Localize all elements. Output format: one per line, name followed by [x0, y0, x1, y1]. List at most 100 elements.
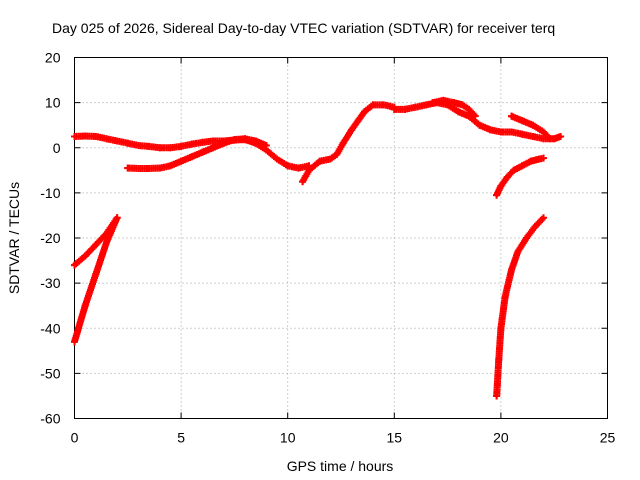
data-point	[299, 178, 307, 186]
data-point	[486, 126, 494, 134]
data-point	[198, 138, 206, 146]
data-point	[339, 139, 347, 147]
x-axis-title: GPS time / hours	[287, 458, 394, 474]
data-point	[471, 112, 479, 120]
data-point	[527, 157, 535, 165]
data-point	[305, 166, 313, 174]
data-point	[540, 214, 548, 222]
series-track-6	[508, 112, 554, 143]
data-point	[369, 101, 377, 109]
data-point	[522, 234, 530, 242]
series-track-10	[71, 214, 121, 346]
data-point	[531, 223, 539, 231]
data-point	[92, 270, 100, 278]
plot-frame	[74, 57, 608, 419]
data-point	[81, 252, 89, 260]
data-point	[540, 154, 548, 162]
data-point	[557, 132, 565, 140]
data-point	[390, 105, 398, 113]
y-tick-label: -30	[40, 275, 60, 291]
data-point	[465, 105, 473, 113]
data-point	[508, 128, 516, 136]
y-tick-label: -10	[40, 185, 60, 201]
data-point	[497, 324, 505, 332]
data-point	[92, 132, 100, 140]
data-point	[316, 157, 324, 165]
data-point	[134, 141, 142, 149]
data-point	[497, 182, 505, 190]
data-point	[529, 121, 537, 129]
data-point	[102, 239, 110, 247]
series-track-4	[390, 99, 565, 143]
data-point	[422, 101, 430, 109]
data-point	[294, 164, 302, 172]
data-point	[188, 153, 196, 161]
data-point	[262, 141, 270, 149]
axis-ticks: 0 5 10 15 20 25 20 10 0 -10 -20 -30 -40 -50 -60	[40, 50, 615, 446]
data-point	[495, 356, 503, 364]
x-tick-label: 10	[280, 430, 296, 446]
data-point	[540, 128, 548, 136]
data-point	[284, 162, 292, 170]
data-point	[113, 137, 121, 145]
data-point	[501, 293, 509, 301]
data-point	[348, 126, 356, 134]
y-tick-label: 0	[53, 140, 61, 156]
data-point	[401, 105, 409, 113]
x-tick-label: 20	[493, 430, 509, 446]
data-point	[81, 132, 89, 140]
data-point	[503, 173, 511, 181]
data-point	[188, 140, 196, 148]
grid	[74, 57, 608, 419]
data-point	[518, 162, 526, 170]
data-point	[166, 162, 174, 170]
series-track-8	[493, 214, 548, 400]
data-point	[198, 148, 206, 156]
data-point	[465, 112, 473, 120]
data-point	[459, 101, 467, 109]
data-point	[220, 139, 228, 147]
data-point	[508, 266, 516, 274]
data-point	[518, 117, 526, 125]
data-point	[354, 117, 362, 125]
data-point	[92, 241, 100, 249]
x-tick-label: 15	[387, 430, 403, 446]
y-tick-label: 10	[45, 95, 61, 111]
data-point	[510, 166, 518, 174]
series-track-5	[429, 96, 479, 120]
data-point	[102, 135, 110, 143]
data-point	[326, 155, 334, 163]
data-point	[360, 108, 368, 116]
y-axis-title: SDTVAR / TECUs	[6, 182, 22, 294]
x-tick-label: 0	[71, 430, 79, 446]
data-point	[209, 144, 217, 152]
data-point	[177, 157, 185, 165]
data-point	[177, 142, 185, 150]
data-point	[145, 142, 153, 150]
data-point	[454, 108, 462, 116]
data-point	[166, 144, 174, 152]
y-tick-label: 20	[45, 50, 61, 66]
y-tick-label: -50	[40, 365, 60, 381]
data-point	[380, 101, 388, 109]
series-track-1	[71, 132, 313, 172]
data-point	[124, 139, 132, 147]
x-tick-label: 25	[600, 430, 616, 446]
data-point	[71, 132, 78, 140]
data-point	[230, 136, 238, 144]
data-point	[71, 338, 78, 346]
data-point	[252, 137, 260, 145]
data-point	[156, 164, 164, 172]
data-point	[145, 165, 153, 173]
data-point	[493, 392, 501, 400]
data-point	[518, 130, 526, 138]
data-point	[412, 103, 420, 111]
data-point	[156, 144, 164, 152]
chart-title: Day 025 of 2026, Sidereal Day-to-day VTE…	[52, 20, 555, 36]
series-trace	[71, 216, 120, 346]
data-point	[81, 302, 89, 310]
data-point	[529, 132, 537, 140]
series-track-7	[493, 154, 548, 199]
series-track-2	[124, 135, 270, 173]
